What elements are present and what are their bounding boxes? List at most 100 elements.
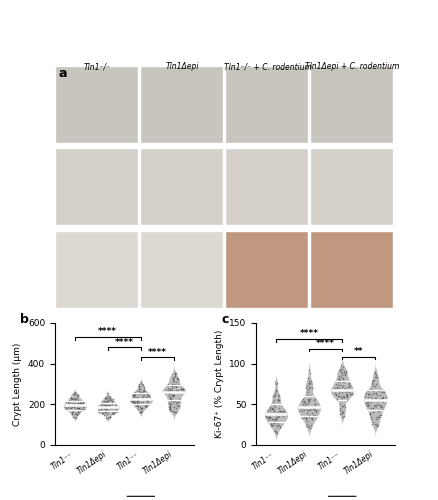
Point: [307, 392, 314, 400]
Point: [342, 368, 349, 376]
Point: [269, 392, 276, 400]
Text: c: c: [221, 313, 228, 326]
Point: [268, 419, 276, 427]
Point: [101, 398, 108, 406]
Point: [166, 402, 173, 410]
Point: [101, 394, 108, 402]
Point: [337, 402, 344, 410]
Point: [369, 387, 376, 395]
Point: [143, 396, 150, 404]
Point: [303, 391, 310, 399]
Point: [341, 384, 348, 392]
Point: [167, 388, 174, 396]
Point: [104, 402, 111, 410]
Point: [173, 404, 180, 412]
Point: [76, 402, 83, 409]
Point: [374, 386, 381, 394]
Point: [70, 394, 77, 402]
Point: [340, 378, 347, 386]
Point: [305, 378, 312, 386]
Point: [139, 392, 146, 400]
Point: [270, 408, 277, 416]
Point: [80, 402, 87, 410]
Point: [74, 404, 81, 412]
Point: [332, 380, 339, 388]
Point: [131, 396, 138, 404]
Point: [337, 374, 344, 382]
Point: [135, 387, 142, 395]
Point: [269, 416, 276, 424]
Point: [374, 406, 381, 414]
Point: [371, 388, 378, 396]
Text: a: a: [58, 68, 67, 80]
Point: [275, 421, 282, 429]
Point: [369, 404, 376, 411]
Point: [164, 386, 171, 394]
Point: [137, 408, 144, 416]
Point: [340, 367, 347, 375]
Text: Tln1⁻/⁻ + C. rodentium: Tln1⁻/⁻ + C. rodentium: [223, 62, 311, 72]
Point: [376, 411, 383, 419]
Point: [98, 402, 105, 409]
Point: [131, 396, 138, 404]
Point: [140, 385, 147, 393]
Point: [133, 402, 140, 410]
Point: [170, 382, 177, 390]
Point: [312, 408, 319, 416]
Point: [165, 386, 172, 394]
Point: [106, 413, 113, 421]
Point: [272, 378, 279, 386]
Point: [366, 404, 373, 411]
Point: [375, 396, 382, 404]
Point: [339, 402, 346, 410]
Point: [169, 396, 176, 404]
Point: [79, 403, 86, 411]
Point: [138, 408, 145, 416]
Point: [367, 390, 374, 398]
Point: [304, 398, 311, 406]
Point: [304, 395, 311, 403]
Point: [344, 386, 351, 394]
Point: [380, 388, 387, 396]
Point: [110, 408, 117, 416]
Point: [272, 414, 279, 422]
Point: [78, 406, 85, 413]
Point: [133, 397, 140, 405]
Point: [373, 412, 380, 420]
Point: [298, 407, 305, 415]
Point: [367, 398, 374, 406]
Point: [169, 380, 176, 388]
Point: [170, 388, 177, 396]
Point: [308, 414, 315, 422]
Point: [75, 409, 82, 417]
Point: [166, 386, 173, 394]
Point: [273, 422, 280, 430]
Point: [266, 406, 273, 413]
Point: [269, 421, 276, 429]
Point: [134, 405, 141, 413]
Point: [275, 404, 282, 412]
Point: [142, 402, 149, 410]
Point: [273, 395, 280, 403]
Point: [339, 382, 346, 390]
Point: [298, 400, 305, 407]
Point: [103, 390, 110, 398]
Point: [269, 398, 276, 406]
Point: [303, 409, 310, 417]
Point: [172, 400, 179, 407]
Point: [102, 392, 110, 400]
Point: [368, 377, 375, 385]
Point: [97, 401, 104, 409]
Point: [299, 395, 306, 403]
Point: [130, 394, 137, 402]
Point: [139, 398, 146, 406]
Point: [170, 398, 177, 406]
Point: [65, 400, 72, 407]
Point: [77, 398, 84, 406]
Point: [342, 393, 349, 401]
Point: [368, 396, 375, 404]
Point: [143, 396, 150, 404]
Point: [340, 403, 347, 411]
Point: [130, 390, 137, 398]
Point: [138, 388, 145, 396]
